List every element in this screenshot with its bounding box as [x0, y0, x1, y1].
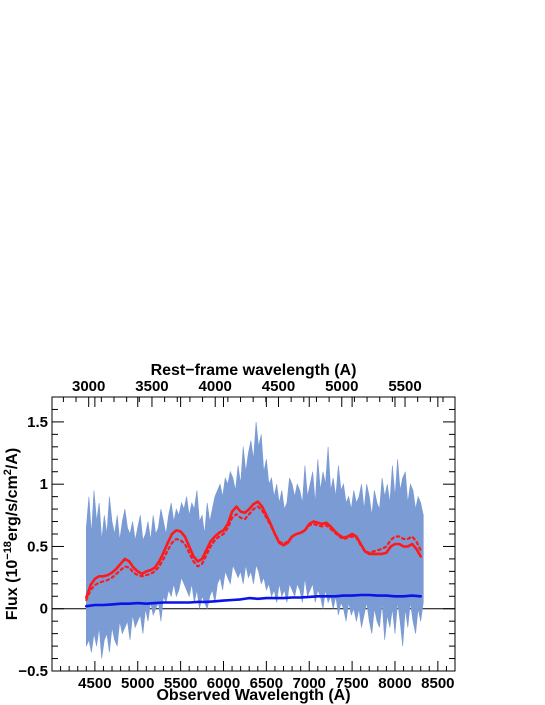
y-title-exp2: 2 [2, 469, 14, 475]
y-tick-label: 1.5 [27, 414, 48, 431]
y-tick-label: 0.5 [27, 538, 48, 555]
x2-tick-label: 3000 [72, 378, 105, 395]
series-2-dotted-line [85, 505, 422, 602]
y-title-part3: /A) [4, 448, 21, 469]
x-tick-label: 8000 [378, 675, 411, 692]
series-layer [85, 421, 424, 659]
y-title-part2: erg/s/cm [4, 475, 21, 541]
y-title-part1: Flux (10 [4, 560, 21, 621]
x2-tick-label: 5000 [325, 378, 358, 395]
x-tick-label: 5500 [164, 675, 197, 692]
y-title-exp1: −18 [2, 541, 14, 560]
top-axis-title: Rest−frame wavelength (A) [151, 362, 357, 379]
x-tick-label: 7000 [293, 675, 326, 692]
series-0-noisy-spectrum [86, 421, 424, 659]
x2-tick-label: 4000 [199, 378, 232, 395]
x-tick-label: 4500 [78, 675, 111, 692]
series-3-solid-line [85, 593, 423, 608]
x2-tick-label: 5500 [388, 378, 421, 395]
y-axis-title: Flux (10−18erg/s/cm2/A) [2, 448, 21, 620]
x-tick-label: 6500 [250, 675, 283, 692]
series-1-solid-line [85, 500, 423, 599]
x-tick-label: 7500 [335, 675, 368, 692]
x-tick-label: 8500 [421, 675, 454, 692]
x2-tick-label: 4500 [262, 378, 295, 395]
x-tick-label: 6000 [207, 675, 240, 692]
x-axis-title: Observed Wavelength (A) [156, 687, 350, 704]
x2-tick-label: 3500 [135, 378, 168, 395]
ticks-layer: 4500 5000 5500 6000 6500 7000 7500 8000 8500 3000… [18, 378, 456, 692]
y-tick-label: 1 [40, 476, 48, 493]
y-tick-label: −0.5 [18, 663, 48, 680]
y-tick-label: 0 [40, 601, 48, 618]
x-tick-label: 5000 [121, 675, 154, 692]
